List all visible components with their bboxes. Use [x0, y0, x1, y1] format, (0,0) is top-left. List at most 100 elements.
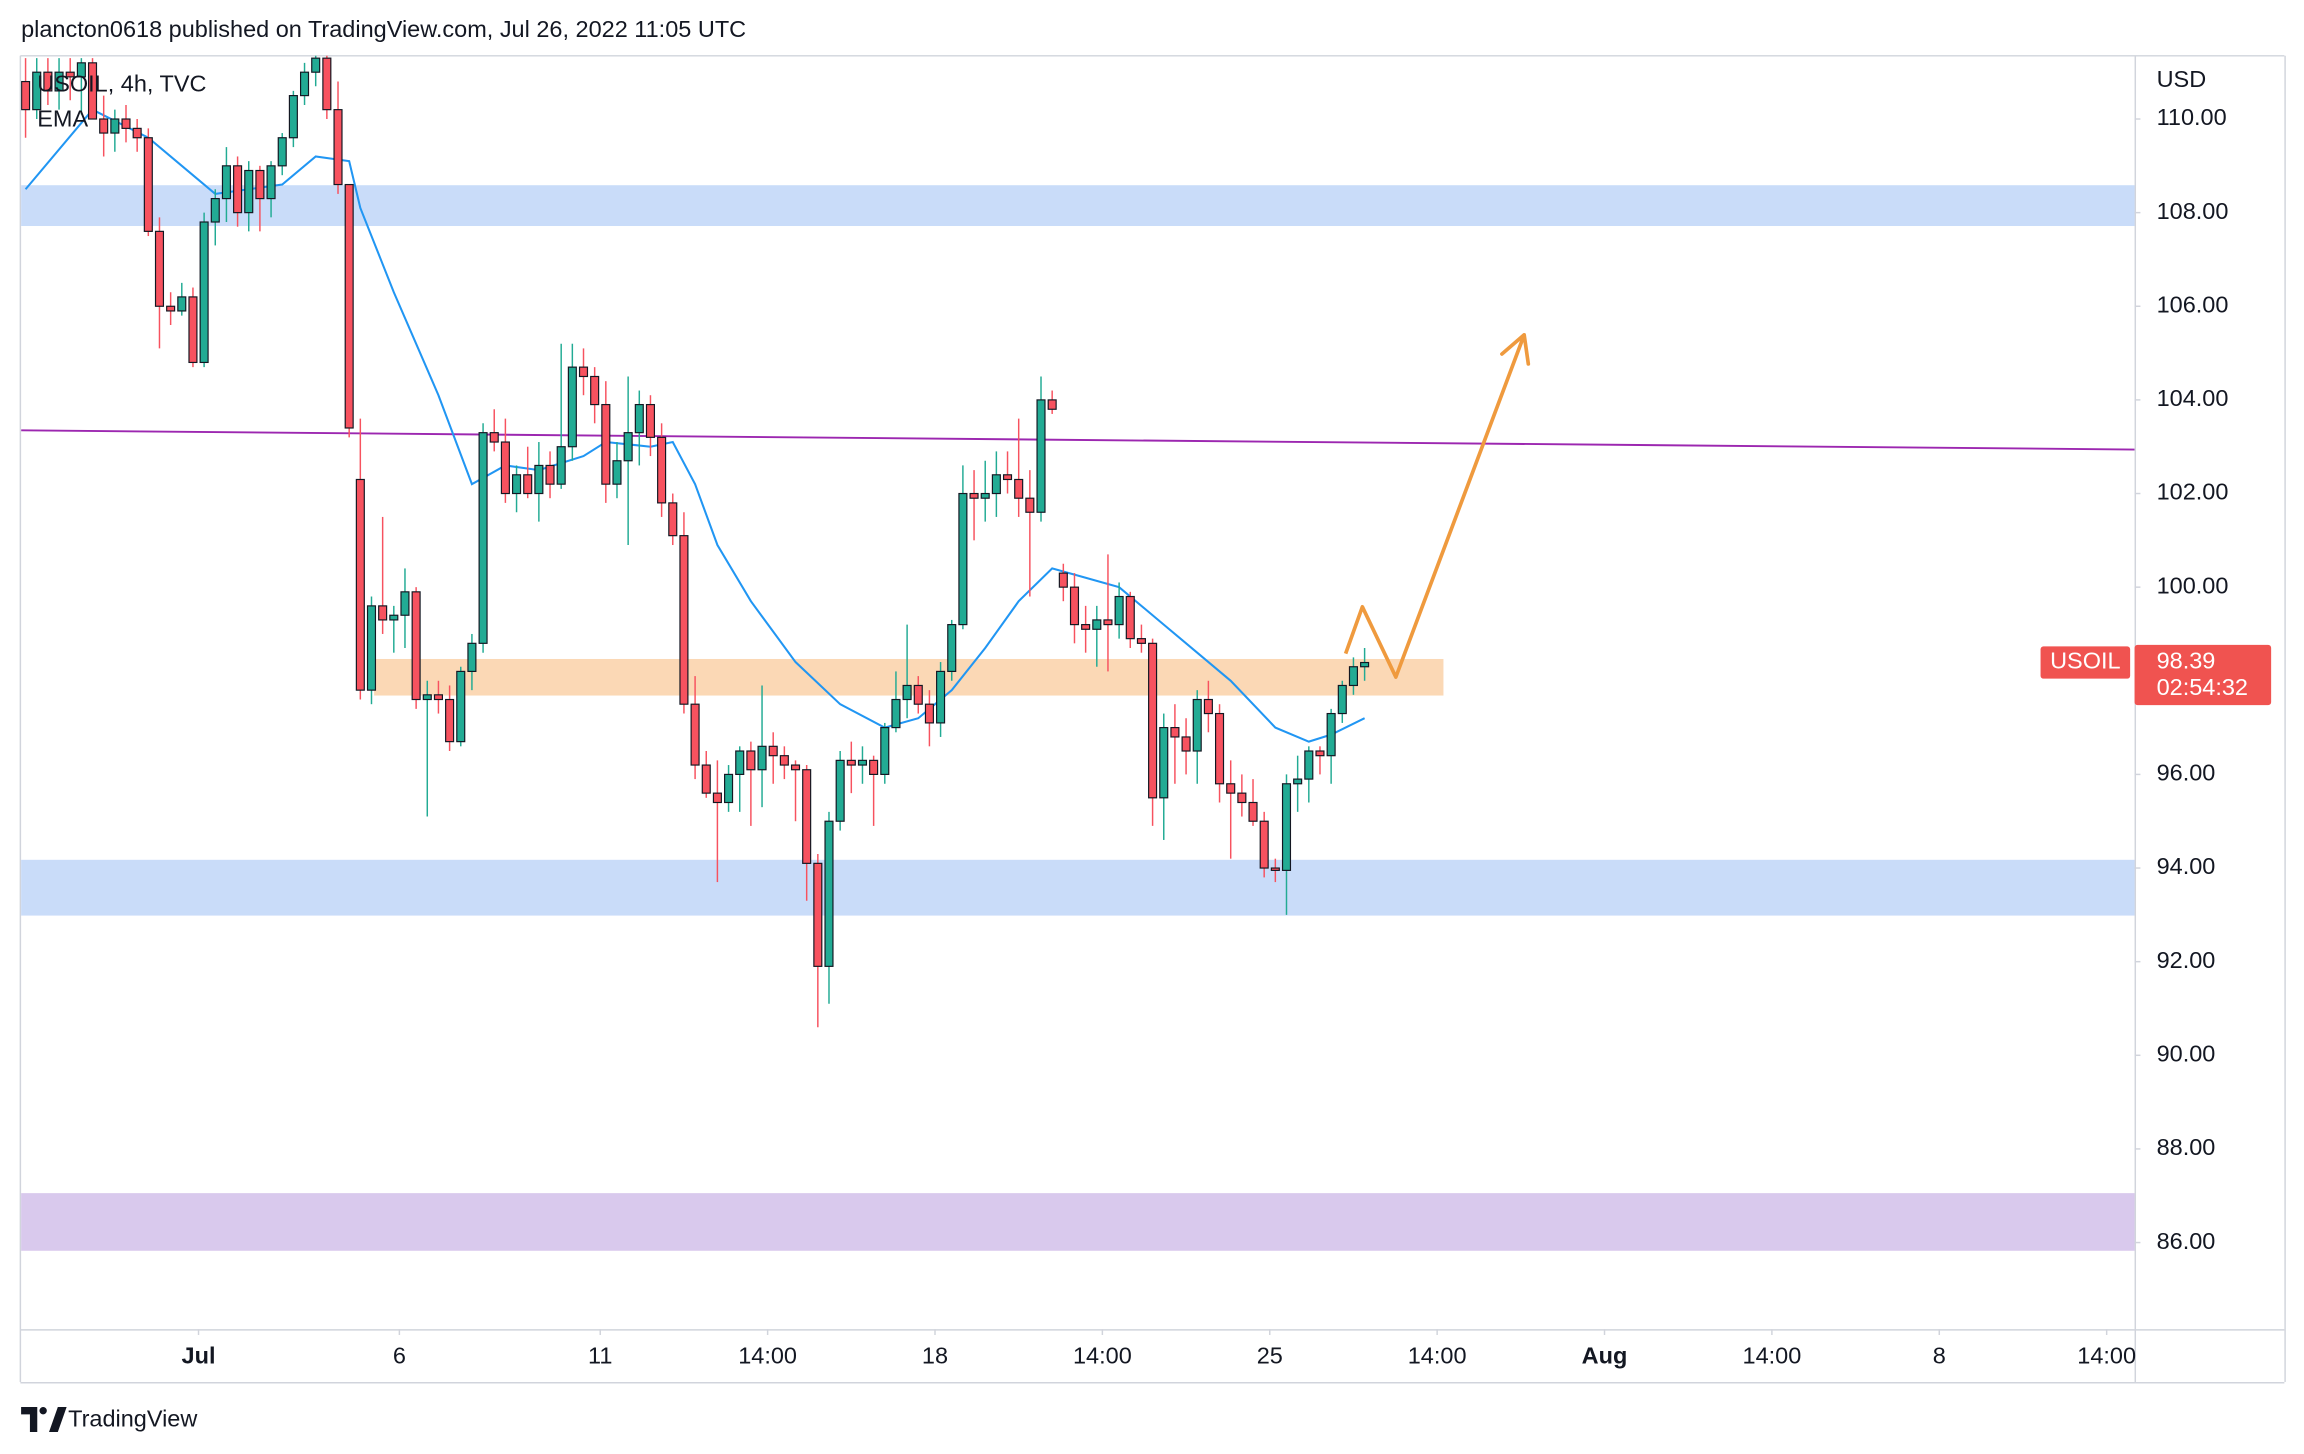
candle-body	[880, 727, 890, 775]
candle-body	[199, 221, 209, 364]
symbol-legend: USOIL, 4h, TVC	[37, 70, 206, 96]
projection-arrowhead	[1500, 332, 1531, 366]
candle-body	[969, 492, 979, 499]
candle-body	[1047, 399, 1057, 410]
candle-body	[344, 183, 354, 429]
candle-body	[1092, 619, 1102, 630]
x-tick-label: 14:00	[1743, 1342, 1802, 1368]
price-badge-bg	[2040, 646, 2131, 679]
y-tick-label: 108.00	[2157, 198, 2229, 224]
candle-body	[1159, 727, 1169, 799]
candle-body	[556, 446, 566, 485]
candle-body	[947, 624, 957, 673]
candle-body	[277, 137, 287, 167]
candle-body	[1181, 736, 1191, 752]
y-tick-label: 100.00	[2157, 572, 2229, 598]
candle-body	[657, 436, 667, 504]
candle-body	[132, 127, 142, 139]
candle-body	[299, 71, 310, 97]
candle-body	[322, 57, 332, 111]
x-tick-label: Aug	[1582, 1342, 1628, 1368]
candle-body	[578, 366, 589, 378]
candle-body	[545, 464, 555, 485]
candle-body	[110, 118, 120, 134]
candle-body	[634, 403, 644, 434]
candle-body	[1114, 595, 1124, 626]
ema-line	[24, 108, 1366, 743]
candle-body	[500, 441, 510, 495]
candle-body	[869, 759, 879, 775]
footer-logo: TradingView	[21, 1405, 198, 1432]
price-axis-label-bg	[2134, 644, 2272, 706]
zone	[21, 859, 2135, 916]
zone	[21, 185, 2135, 227]
chart-title: plancton0618 published on TradingView.co…	[21, 16, 746, 42]
x-tick-label: 18	[922, 1342, 948, 1368]
candle-body	[1103, 619, 1113, 626]
candle-body	[567, 366, 577, 448]
candle-body	[1326, 712, 1336, 757]
candle-body	[255, 169, 265, 200]
candle-body	[857, 759, 868, 766]
candle-body	[355, 478, 365, 691]
logo-icon	[21, 1407, 67, 1432]
candle-body	[1125, 595, 1135, 640]
candle-body	[724, 773, 734, 804]
time-axis: Jul 6 11 14:00 18 14:00 25 14:00 Aug 14:00 8 14:00	[182, 1329, 2136, 1368]
y-tick-label: 110.00	[2157, 104, 2227, 130]
candle-body	[1259, 820, 1269, 869]
candle-body	[76, 62, 86, 78]
candle-body	[244, 169, 254, 214]
candle-body	[746, 750, 756, 771]
candle-body	[422, 694, 432, 701]
candle-body	[958, 492, 968, 626]
y-tick-label: 88.00	[2157, 1134, 2216, 1160]
candle-body	[902, 684, 912, 701]
candle-body	[1226, 783, 1236, 794]
price-badge-symbol: USOIL	[2050, 648, 2120, 674]
y-tick-label: 94.00	[2157, 853, 2216, 879]
y-tick-label: 90.00	[2157, 1041, 2216, 1067]
candle-body	[177, 296, 187, 312]
candle-body	[612, 460, 622, 485]
candle-body	[143, 137, 153, 232]
candle-body	[735, 750, 745, 775]
candle-body	[1069, 586, 1080, 626]
x-tick-label: 8	[1933, 1342, 1946, 1368]
candle-body	[813, 862, 823, 967]
candle-body	[768, 745, 778, 757]
projection-path	[1343, 334, 1526, 679]
candle-body	[936, 670, 946, 724]
candle-body	[757, 745, 767, 771]
candle-body	[400, 591, 410, 616]
candle-body	[1014, 478, 1024, 499]
candle-body	[1360, 661, 1370, 668]
y-tick-label: 86.00	[2157, 1228, 2216, 1254]
x-tick-label: 14:00	[738, 1342, 797, 1368]
indicator-legend: EMA	[37, 106, 88, 132]
candle-body	[54, 71, 64, 92]
y-tick-label: 96.00	[2157, 760, 2216, 786]
candle-body	[668, 502, 678, 537]
candle-body	[802, 769, 812, 864]
x-tick-label: 25	[1257, 1342, 1283, 1368]
candle-body	[1293, 778, 1303, 785]
candle-body	[333, 109, 343, 186]
candle-body	[835, 759, 845, 822]
frame	[19, 55, 2286, 1384]
candle-body	[512, 474, 522, 495]
candle-body	[1036, 399, 1046, 513]
y-tick-label: 92.00	[2157, 947, 2216, 973]
candle-body	[1148, 642, 1158, 799]
candle-body	[456, 670, 466, 743]
candle-body	[690, 703, 700, 766]
candle-body	[1002, 474, 1013, 481]
plot-area	[21, 55, 2135, 1251]
candle-body	[1170, 727, 1180, 738]
candle-body	[188, 296, 198, 364]
x-tick-label: 11	[588, 1342, 612, 1368]
candle-body	[1315, 750, 1325, 757]
trend-line	[21, 429, 2135, 451]
